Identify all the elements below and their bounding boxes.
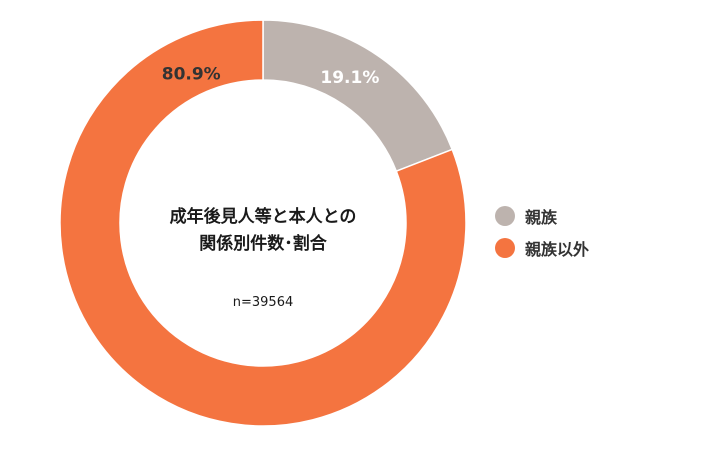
chart-title-line-2: 関係別件数･割合 bbox=[199, 234, 327, 254]
sample-size-label: n=39564 bbox=[232, 295, 294, 310]
legend: 親族 親族以外 bbox=[495, 200, 589, 264]
chart-title: 成年後見人等と本人との 関係別件数･割合 bbox=[143, 204, 383, 258]
legend-item-relatives: 親族 bbox=[495, 200, 589, 232]
slice-label-non-relatives: 80.9% bbox=[162, 64, 221, 84]
legend-label-non-relatives: 親族以外 bbox=[525, 240, 590, 259]
slice-non-relatives bbox=[59, 19, 467, 427]
legend-swatch-non-relatives bbox=[495, 238, 515, 258]
chart-title-line-1: 成年後見人等と本人との bbox=[169, 207, 357, 227]
legend-swatch-relatives bbox=[495, 206, 515, 226]
legend-label-relatives: 親族 bbox=[525, 208, 558, 227]
slice-relatives bbox=[262, 19, 454, 173]
legend-item-non-relatives: 親族以外 bbox=[495, 232, 589, 264]
slice-label-relatives: 19.1% bbox=[320, 68, 379, 88]
